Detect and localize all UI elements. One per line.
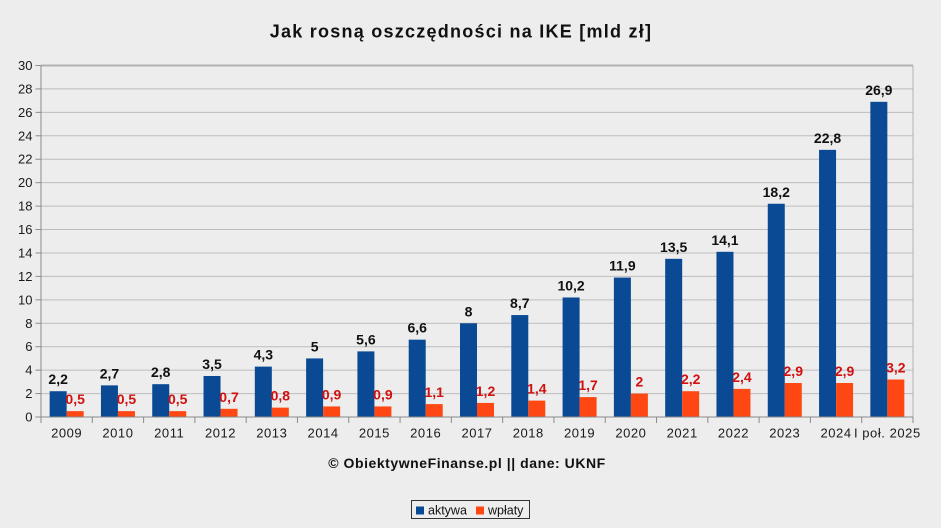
svg-text:16: 16 [18,222,32,237]
svg-text:0,5: 0,5 [168,391,188,407]
svg-text:3,2: 3,2 [886,360,906,376]
svg-text:0,9: 0,9 [373,386,393,402]
svg-text:2021: 2021 [667,426,698,441]
svg-text:6: 6 [25,339,32,354]
svg-text:0,5: 0,5 [65,391,85,407]
svg-text:2023: 2023 [769,426,800,441]
svg-text:2,9: 2,9 [784,363,804,379]
svg-text:24: 24 [18,128,32,143]
svg-text:28: 28 [18,81,32,96]
svg-text:2: 2 [635,374,643,390]
svg-text:8: 8 [25,316,32,331]
svg-text:2019: 2019 [564,426,595,441]
svg-text:13,5: 13,5 [660,239,687,255]
svg-text:2012: 2012 [205,426,236,441]
svg-text:8: 8 [465,303,473,319]
svg-text:2022: 2022 [718,426,749,441]
svg-text:14: 14 [18,245,32,260]
svg-text:0,8: 0,8 [271,388,291,404]
svg-text:10,2: 10,2 [557,277,584,293]
svg-text:aktywa: aktywa [428,504,467,518]
svg-text:11,9: 11,9 [609,258,636,274]
svg-text:2024: 2024 [820,426,851,441]
svg-text:26: 26 [18,105,32,120]
svg-text:6,6: 6,6 [407,320,427,336]
svg-text:26,9: 26,9 [865,82,892,98]
svg-text:2,8: 2,8 [151,364,171,380]
svg-text:2,4: 2,4 [732,369,752,385]
svg-text:2009: 2009 [51,426,82,441]
svg-text:2018: 2018 [513,426,544,441]
svg-text:I poł. 2025: I poł. 2025 [854,426,921,441]
svg-text:wpłaty: wpłaty [487,504,524,518]
svg-text:4: 4 [25,363,32,378]
svg-text:2016: 2016 [410,426,441,441]
svg-text:3,5: 3,5 [202,356,222,372]
svg-text:1,2: 1,2 [476,383,496,399]
svg-text:5: 5 [311,338,319,354]
svg-text:0,9: 0,9 [322,386,342,402]
svg-text:1,4: 1,4 [527,381,547,397]
svg-text:2015: 2015 [359,426,390,441]
svg-text:22: 22 [18,152,32,167]
svg-text:2,2: 2,2 [48,371,68,387]
svg-text:© ObiektywneFinanse.pl || dane: © ObiektywneFinanse.pl || dane: UKNF [328,455,606,471]
svg-text:2,2: 2,2 [681,371,701,387]
svg-text:2013: 2013 [256,426,287,441]
svg-text:8,7: 8,7 [510,295,530,311]
svg-text:18: 18 [18,199,32,214]
svg-text:2011: 2011 [154,426,184,441]
svg-text:Jak rosną oszczędności na IKE: Jak rosną oszczędności na IKE [mld zł] [270,22,653,42]
svg-text:0: 0 [25,410,32,425]
svg-text:30: 30 [18,58,32,73]
svg-text:2020: 2020 [615,426,646,441]
svg-text:12: 12 [18,269,32,284]
svg-text:2,7: 2,7 [100,365,120,381]
svg-text:22,8: 22,8 [814,130,841,146]
svg-text:10: 10 [18,292,32,307]
svg-text:20: 20 [18,175,32,190]
svg-text:2,9: 2,9 [835,363,855,379]
svg-text:2010: 2010 [102,426,133,441]
svg-text:1,1: 1,1 [424,384,444,400]
svg-text:0,7: 0,7 [219,389,239,405]
svg-text:18,2: 18,2 [763,184,790,200]
svg-text:4,3: 4,3 [254,347,274,363]
svg-text:5,6: 5,6 [356,331,376,347]
svg-text:2017: 2017 [461,426,492,441]
svg-text:14,1: 14,1 [711,232,738,248]
svg-text:2014: 2014 [308,426,339,441]
svg-text:1,7: 1,7 [578,377,598,393]
svg-text:2: 2 [25,386,32,401]
svg-text:0,5: 0,5 [117,391,137,407]
